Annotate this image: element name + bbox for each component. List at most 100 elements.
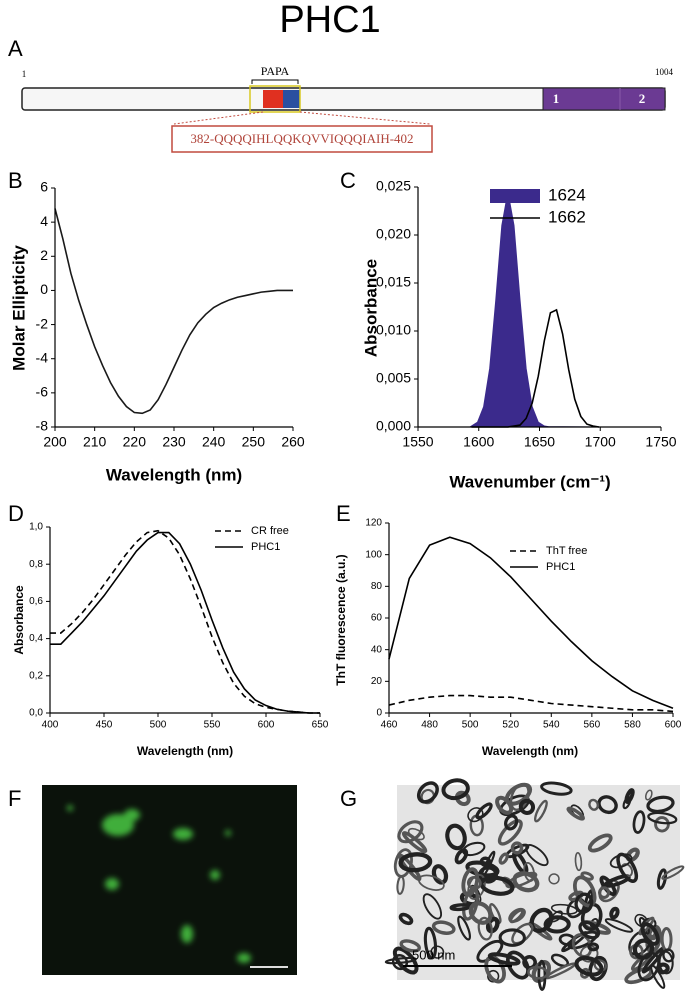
region-label: PAPA bbox=[261, 64, 290, 78]
fluorescence-micrograph bbox=[42, 785, 297, 975]
fibril-cluster bbox=[398, 852, 433, 873]
fibril-cluster bbox=[485, 916, 500, 934]
legend-label: ThT free bbox=[546, 545, 587, 557]
fibril-cluster bbox=[646, 795, 675, 814]
y-tick-label: 40 bbox=[371, 644, 383, 655]
panel-label: F bbox=[8, 786, 21, 811]
x-tick-label: 1600 bbox=[463, 434, 494, 450]
zoom-line bbox=[299, 111, 431, 125]
x-axis-label: Wavenumber (cm⁻¹) bbox=[449, 472, 610, 491]
fibril-cluster bbox=[445, 823, 467, 851]
x-tick-label: 500 bbox=[150, 720, 167, 731]
y-tick-label: 0 bbox=[40, 281, 48, 297]
fibril-cluster bbox=[441, 778, 470, 801]
fibril-cluster bbox=[588, 955, 608, 982]
x-tick-label: 230 bbox=[162, 434, 186, 450]
fibril-cluster bbox=[587, 942, 600, 952]
fibril-cluster bbox=[398, 912, 414, 926]
x-tick-label: 600 bbox=[665, 720, 682, 731]
panel-label: D bbox=[8, 501, 24, 526]
fluorescent-aggregates bbox=[67, 805, 251, 963]
fibril-cluster bbox=[511, 922, 534, 945]
y-tick-label: -8 bbox=[36, 418, 49, 434]
fibril-cluster bbox=[498, 928, 526, 947]
fibril-cluster bbox=[632, 810, 646, 834]
fibril-cluster bbox=[479, 856, 492, 868]
y-tick-label: 0,6 bbox=[29, 596, 43, 607]
fibril-cluster bbox=[662, 948, 675, 963]
x-tick-label: 520 bbox=[502, 720, 519, 731]
x-tick-label: 1700 bbox=[585, 434, 616, 450]
fibril-cluster bbox=[574, 851, 583, 872]
figure-title: PHC1 bbox=[279, 0, 380, 41]
fibril-cluster bbox=[392, 946, 419, 975]
y-tick-label: 0,0 bbox=[29, 708, 43, 719]
fibril-cluster bbox=[487, 952, 521, 966]
fibril-cluster bbox=[624, 788, 635, 804]
fibril-cluster bbox=[650, 964, 666, 989]
y-tick-label: 6 bbox=[40, 179, 48, 195]
fibril-cluster bbox=[574, 955, 604, 977]
scale-label: 500 nm bbox=[412, 947, 455, 962]
fibril-cluster bbox=[587, 833, 613, 853]
fibril-cluster bbox=[597, 795, 618, 815]
fibril-cluster bbox=[543, 915, 571, 934]
fibril-cluster bbox=[431, 920, 456, 935]
panel-label: B bbox=[8, 168, 23, 193]
y-tick-label: -6 bbox=[36, 384, 49, 400]
line bbox=[50, 529, 320, 714]
fibril-cluster bbox=[525, 844, 549, 867]
x-axis-label: Wavelength (nm) bbox=[482, 744, 578, 758]
fibril-cluster bbox=[504, 814, 519, 831]
fibril-cluster bbox=[609, 906, 620, 920]
fibril-cluster bbox=[477, 916, 493, 941]
y-tick-label: -4 bbox=[36, 349, 49, 365]
fibril-cluster bbox=[397, 820, 424, 844]
q-region bbox=[263, 90, 283, 108]
tem-micrograph bbox=[384, 778, 685, 991]
end-label: 1004 bbox=[655, 67, 674, 77]
y-tick-label: 0,010 bbox=[376, 322, 411, 338]
y-tick-label: 0,000 bbox=[376, 418, 411, 434]
micrograph-background bbox=[42, 785, 297, 975]
x-tick-label: 650 bbox=[312, 720, 329, 731]
y-tick-label: 2 bbox=[40, 247, 48, 263]
y-axis-label: Absorbance bbox=[361, 259, 380, 357]
fibril-cluster bbox=[396, 875, 405, 895]
domain-diagram: PAPA 1 1004 1 2 382-QQQQIHLQQKQVVIQQQIAI… bbox=[21, 64, 674, 153]
x-tick-label: 600 bbox=[258, 720, 275, 731]
x-tick-label: 250 bbox=[242, 434, 266, 450]
fibril-cluster bbox=[578, 920, 601, 940]
x-tick-label: 1550 bbox=[402, 434, 433, 450]
fibril-cluster bbox=[506, 950, 530, 980]
x-tick-label: 220 bbox=[123, 434, 147, 450]
fibril-cluster bbox=[498, 852, 509, 865]
fibril-cluster bbox=[571, 933, 593, 958]
x-tick-label: 210 bbox=[83, 434, 107, 450]
line bbox=[54, 208, 293, 415]
domain-region bbox=[542, 87, 666, 111]
x-tick-label: 500 bbox=[462, 720, 479, 731]
fibril-cluster bbox=[462, 841, 486, 857]
papa-region bbox=[283, 90, 300, 108]
fibril-cluster bbox=[574, 892, 594, 914]
x-tick-label: 200 bbox=[43, 434, 67, 450]
fibril-cluster bbox=[604, 918, 634, 933]
fibril-cluster bbox=[509, 908, 525, 924]
domain-label: 2 bbox=[639, 91, 646, 106]
y-tick-label: 120 bbox=[365, 518, 382, 529]
papa-box bbox=[249, 85, 301, 113]
fibril-cluster bbox=[609, 853, 633, 869]
start-label: 1 bbox=[22, 69, 27, 79]
x-tick-label: 260 bbox=[281, 434, 305, 450]
fibril-cluster bbox=[644, 789, 653, 801]
y-tick-label: -2 bbox=[36, 315, 49, 331]
x-tick-label: 460 bbox=[381, 720, 398, 731]
fibril-cluster bbox=[495, 795, 514, 815]
panel-label: G bbox=[340, 786, 357, 811]
fibril-cluster bbox=[475, 802, 493, 820]
y-axis-label: Molar Ellipticity bbox=[9, 245, 28, 371]
fibril-cluster bbox=[647, 811, 678, 825]
panel-label: C bbox=[340, 168, 356, 193]
fibril-cluster bbox=[598, 886, 611, 899]
